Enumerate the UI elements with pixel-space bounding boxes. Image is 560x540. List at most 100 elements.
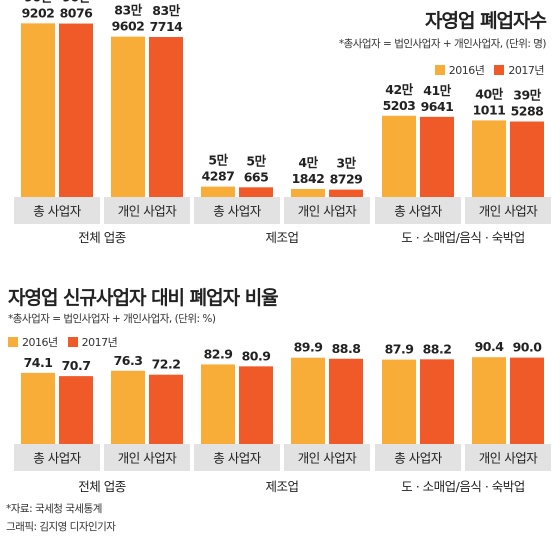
category-band [14,197,100,224]
category-band [284,197,370,224]
category-band [194,197,280,224]
data-label: 8729 [330,172,363,187]
chart2-legend: 2016년 2017년 [8,334,127,350]
data-label: 1842 [292,171,325,186]
data-label: 4287 [202,169,235,184]
data-label: 88.2 [423,341,452,356]
data-label: 87.9 [385,342,414,357]
category-label: 총 사업자 [213,451,261,466]
data-label: 5만 [208,153,228,168]
data-label: 9202 [22,5,55,20]
group-label: 도 · 소매업/음식 · 숙박업 [401,230,525,245]
data-label: 9602 [112,19,145,34]
data-label: 70.7 [62,358,91,373]
bar-2016년 [472,120,506,197]
bar-2016년 [201,364,235,444]
category-label: 총 사업자 [213,204,261,219]
bar-2016년 [382,359,416,444]
category-band [104,197,190,224]
source-line: *자료: 국세청 국세통계 [6,503,102,515]
data-label: 8076 [60,6,94,21]
category-label: 총 사업자 [394,204,442,219]
data-label: 5288 [511,103,544,118]
data-label: 7714 [150,19,184,34]
category-band [104,444,190,471]
category-label: 총 사업자 [394,451,442,466]
data-label: 90만 [24,0,52,4]
bar-2017년 [329,358,363,444]
bar-2016년 [472,357,506,444]
bar-2016년 [21,23,55,197]
category-band [284,444,370,471]
group-label: 제조업 [265,230,298,245]
bar-2017년 [149,36,183,197]
bar-2017년 [239,187,273,197]
legend-swatch-2017 [67,337,78,347]
bar-2016년 [21,372,55,444]
bar-2017년 [510,121,544,197]
legend-label-2017: 2017년 [508,64,544,77]
legend-label-2017: 2017년 [81,336,118,349]
bar-2017년 [149,374,183,444]
data-label: 5203 [383,98,416,113]
category-label: 총 사업자 [33,451,81,466]
category-label: 개인 사업자 [298,204,357,219]
category-label: 개인 사업자 [118,204,177,219]
category-label: 개인 사업자 [479,204,538,219]
data-label: 40만 [475,86,503,101]
data-label: 1011 [473,102,506,117]
chart2-note: *총사업자 = 법인사업자 + 개인사업자, (단위: %) [8,313,216,325]
bar-2016년 [291,357,325,444]
legend-item-2016: 2016년 [434,62,485,78]
credit-line: 그래픽: 김지영 디자인기자 [6,521,116,533]
category-label: 개인 사업자 [479,451,538,466]
legend-swatch-2016 [434,65,445,75]
data-label: 72.2 [152,357,181,372]
category-band [465,197,551,224]
bar-2017년 [59,376,93,444]
bar-2016년 [111,36,145,197]
category-band [375,197,461,224]
legend-swatch-2017 [494,65,505,75]
data-label: 82.9 [204,346,233,361]
category-band [375,444,461,471]
bar-2017년 [420,116,454,197]
data-label: 90.4 [475,339,505,354]
chart1-title: 자영업 폐업자수 [425,10,547,32]
data-label: 76.3 [114,353,143,368]
group-label: 전체 업종 [78,479,125,494]
data-label: 3만 [336,156,356,171]
bar-2017년 [239,366,273,444]
category-label: 개인 사업자 [298,451,357,466]
data-label: 90만 [62,0,90,5]
data-label: 74.1 [24,355,53,370]
legend-item-2016: 2016년 [8,334,58,350]
group-label: 도 · 소매업/음식 · 숙박업 [401,479,525,494]
source-credit: *자료: 국세청 국세통계 그래픽: 김지영 디자인기자 [6,500,116,536]
bar-2017년 [420,359,454,444]
bar-2016년 [382,115,416,197]
data-label: 83만 [152,3,180,18]
bar-2016년 [201,186,235,197]
legend-swatch-2016 [8,337,18,347]
legend-label-2016: 2016년 [448,64,485,77]
chart1-legend: 2016년 2017년 [434,62,554,78]
chart2-title: 자영업 신규사업자 대비 폐업자 비율 [8,287,279,309]
data-label: 5만 [246,153,266,168]
data-label: 89.9 [294,340,323,355]
data-label: 4만 [298,155,318,170]
category-band [14,444,100,471]
data-label: 9641 [421,99,454,114]
bar-2017년 [510,357,544,444]
chart1-note: *총사업자 = 법인사업자 + 개인사업자, (단위: 명) [338,38,547,50]
legend-label-2016: 2016년 [22,336,58,349]
data-label: 41만 [423,83,451,98]
data-label: 90.0 [513,340,543,355]
data-label: 83만 [114,3,142,18]
bar-2016년 [111,370,145,444]
data-label: 42만 [385,82,413,97]
category-label: 총 사업자 [33,204,81,219]
bar-2016년 [291,189,325,197]
